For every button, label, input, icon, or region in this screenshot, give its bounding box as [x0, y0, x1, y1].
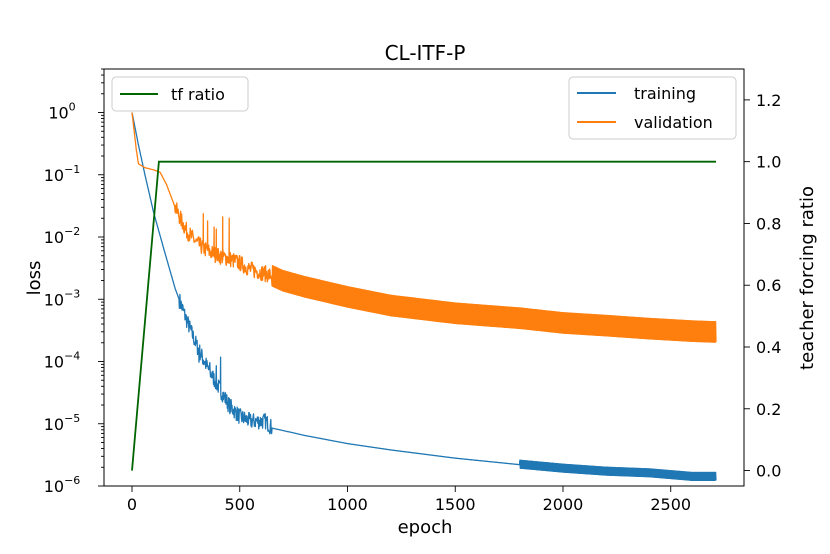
y-left-tick-label: 10−1 [44, 163, 81, 185]
x-tick-label: 1000 [327, 495, 368, 514]
series-line-tf-ratio [131, 160, 716, 471]
plot-frame [103, 68, 745, 487]
y-right-tick-label: 0.4 [756, 338, 781, 357]
y-right-tick-label: 1.2 [756, 91, 781, 110]
y-left-tick-label: 10−5 [44, 412, 81, 434]
series-line-training [131, 112, 717, 482]
y-axis-label-left: loss [24, 261, 45, 296]
legend-label-tf-ratio: tf ratio [171, 85, 225, 104]
x-tick-label: 1500 [435, 495, 476, 514]
x-axis-ticks: 0 500 1000 1500 2000 2500 [127, 486, 691, 514]
y-axis-label-right: teacher forcing ratio [797, 186, 818, 370]
y-left-tick-label: 100 [48, 101, 75, 123]
legend-right: training validation [568, 76, 737, 140]
y-right-tick-label: 0.6 [756, 276, 781, 295]
y-right-tick-label: 0.2 [756, 400, 781, 419]
series-layer [131, 112, 717, 482]
x-axis-label: epoch [398, 517, 453, 538]
x-tick-label: 500 [224, 495, 255, 514]
legend-label-training: training [634, 84, 696, 103]
y-right-tick-label: 0.0 [756, 462, 781, 481]
y-right-axis-ticks: 0.0 0.2 0.4 0.6 0.8 1.0 1.2 [744, 91, 781, 481]
series-line-validation [131, 112, 717, 343]
chart-title: CL-ITF-P [385, 41, 466, 65]
x-tick-label: 2000 [543, 495, 584, 514]
y-left-tick-label: 10−2 [44, 225, 81, 247]
y-right-tick-label: 0.8 [756, 214, 781, 233]
legend-left-box [111, 76, 249, 112]
x-tick-label: 0 [127, 495, 137, 514]
x-tick-label: 2500 [650, 495, 691, 514]
y-left-tick-label: 10−4 [44, 350, 81, 372]
legend-left: tf ratio [111, 76, 249, 112]
y-right-tick-label: 1.0 [756, 153, 781, 172]
y-left-tick-label: 10−3 [44, 287, 81, 309]
y-left-tick-label: 10−6 [44, 474, 81, 496]
legend-label-validation: validation [634, 113, 713, 132]
y-left-axis-ticks: 100 10−1 10−2 10−3 10−4 10−5 10−6 [44, 68, 104, 496]
